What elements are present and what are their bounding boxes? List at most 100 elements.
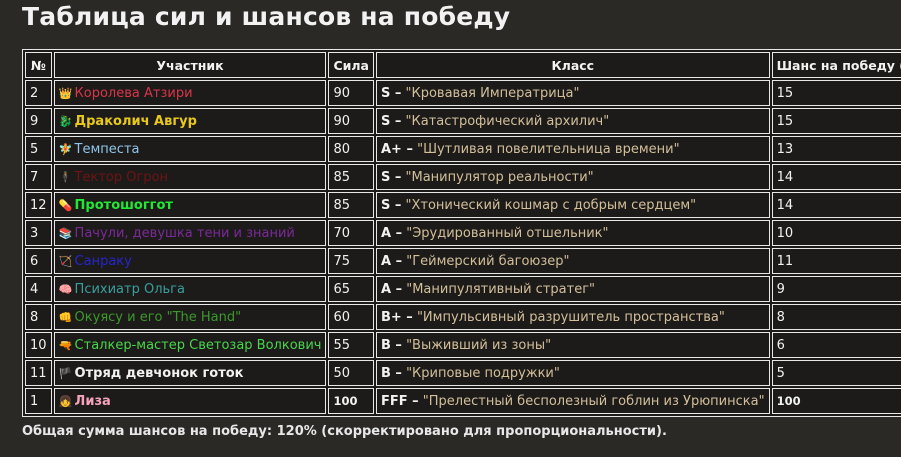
- column-header: №: [25, 52, 52, 78]
- power: 75: [328, 248, 374, 274]
- footer-note: Общая сумма шансов на победу: 120% (скор…: [22, 424, 667, 439]
- table-row: 11 🏴 Отряд девчонок готок 50 B – "Криповые п…: [25, 360, 901, 386]
- participant-name: Сталкер-мастер Светозар Волкович: [74, 337, 322, 353]
- class-description: "Прелестный бесполезный гоблин из Урюпин…: [422, 393, 765, 409]
- table-row: 6 🏹 Санраку 75 A – "Геймерский багоюзер" 11: [25, 248, 901, 274]
- power: 50: [328, 360, 374, 386]
- participant-name: Протошоггот: [74, 197, 173, 213]
- table-row: 8 👊 Окуясу и его "The Hand" 60 B+ – "Импульс…: [25, 304, 901, 330]
- participant-icon: 🧠: [58, 282, 73, 296]
- participant-cell: 👊 Окуясу и его "The Hand": [53, 304, 327, 330]
- class-description: "Импульсивный разрушитель пространства": [416, 309, 725, 325]
- class-description: "Хтонический кошмар с добрым сердцем": [405, 197, 697, 213]
- class-cell: S – "Манипулятор реальности": [375, 164, 770, 190]
- class-grade: A –: [380, 281, 403, 297]
- participant-cell: 🏹 Санраку: [53, 248, 327, 274]
- participant-name: Лиза: [74, 393, 111, 409]
- row-number: 11: [25, 360, 52, 386]
- class-grade: A+ –: [380, 141, 413, 157]
- class-grade: B –: [380, 365, 402, 381]
- class-cell: FFF – "Прелестный бесполезный гоблин из …: [375, 388, 770, 414]
- class-grade: B+ –: [380, 309, 413, 325]
- participant-name: Психиатр Ольга: [74, 281, 185, 297]
- participant-cell: 🧠 Психиатр Ольга: [53, 276, 327, 302]
- participant-icon: 👧: [58, 394, 73, 408]
- row-number: 12: [25, 192, 52, 218]
- class-grade: A –: [380, 253, 403, 269]
- column-header: Участник: [53, 52, 327, 78]
- power: 90: [328, 108, 374, 134]
- class-grade: S –: [380, 85, 402, 101]
- class-description: "Манипулятивный стратег": [406, 281, 595, 297]
- participant-cell: 🏴 Отряд девчонок готок: [53, 360, 327, 386]
- class-description: "Манипулятор реальности": [405, 169, 594, 185]
- row-number: 6: [25, 248, 52, 274]
- row-number: 7: [25, 164, 52, 190]
- win-chance: 15: [771, 80, 901, 106]
- participant-name: Темпеста: [74, 141, 140, 157]
- participant-icon: 👑: [58, 86, 73, 100]
- class-description: "Геймерский багоюзер": [406, 253, 570, 269]
- row-number: 8: [25, 304, 52, 330]
- class-grade: S –: [380, 169, 402, 185]
- power-table: № Участник Сила Класс Шанс на победу (%)…: [22, 49, 901, 417]
- participant-icon: 💊: [58, 198, 73, 212]
- table-row: 4 🧠 Психиатр Ольга 65 A – "Манипулятивный ст…: [25, 276, 901, 302]
- table-row: 10 🔫 Сталкер-мастер Светозар Волкович 55 B –…: [25, 332, 901, 358]
- class-description: "Криповые подружки": [406, 365, 560, 381]
- power: 90: [328, 80, 374, 106]
- row-number: 4: [25, 276, 52, 302]
- win-chance: 10: [771, 220, 901, 246]
- power: 55: [328, 332, 374, 358]
- win-chance: 5: [771, 360, 901, 386]
- row-number: 1: [25, 388, 52, 414]
- class-cell: A – "Эрудированный отшельник": [375, 220, 770, 246]
- participant-cell: 🐉 Драколич Авгур: [53, 108, 327, 134]
- row-number: 10: [25, 332, 52, 358]
- power: 85: [328, 164, 374, 190]
- table-head: № Участник Сила Класс Шанс на победу (%): [25, 52, 901, 78]
- win-chance: 6: [771, 332, 901, 358]
- participant-icon: 🏴: [58, 366, 73, 380]
- participant-cell: 💊 Протошоггот: [53, 192, 327, 218]
- power: 100: [328, 388, 374, 414]
- participant-icon: 🧚: [58, 142, 73, 156]
- class-cell: S – "Хтонический кошмар с добрым сердцем…: [375, 192, 770, 218]
- power: 85: [328, 192, 374, 218]
- class-grade: S –: [380, 197, 402, 213]
- participant-name: Санраку: [74, 253, 132, 269]
- win-chance: 9: [771, 276, 901, 302]
- participant-name: Тектор Огрон: [74, 169, 169, 185]
- participant-cell: 🧚 Темпеста: [53, 136, 327, 162]
- column-header: Шанс на победу (%): [771, 52, 901, 78]
- participant-cell: 🕴 Тектор Огрон: [53, 164, 327, 190]
- class-cell: B – "Выживший из зоны": [375, 332, 770, 358]
- table-row: 5 🧚 Темпеста 80 A+ – "Шутливая повелительниц…: [25, 136, 901, 162]
- power: 65: [328, 276, 374, 302]
- win-chance: 13: [771, 136, 901, 162]
- participant-cell: 👑 Королева Атзири: [53, 80, 327, 106]
- participant-name: Пачули, девушка тени и знаний: [74, 225, 295, 241]
- win-chance: 14: [771, 192, 901, 218]
- class-description: "Эрудированный отшельник": [406, 225, 609, 241]
- power: 80: [328, 136, 374, 162]
- row-number: 3: [25, 220, 52, 246]
- participant-name: Отряд девчонок готок: [74, 365, 244, 381]
- class-cell: A+ – "Шутливая повелительница времени": [375, 136, 770, 162]
- row-number: 5: [25, 136, 52, 162]
- class-cell: S – "Катастрофический архилич": [375, 108, 770, 134]
- table-row: 1 👧 Лиза 100 FFF – "Прелестный бесполезный г…: [25, 388, 901, 414]
- table-row: 3 📚 Пачули, девушка тени и знаний 70 A – "Эр…: [25, 220, 901, 246]
- class-description: "Катастрофический архилич": [405, 113, 610, 129]
- participant-icon: 🐉: [58, 114, 73, 128]
- class-description: "Кровавая Императрица": [405, 85, 580, 101]
- class-cell: B+ – "Импульсивный разрушитель пространс…: [375, 304, 770, 330]
- class-cell: A – "Манипулятивный стратег": [375, 276, 770, 302]
- row-number: 9: [25, 108, 52, 134]
- participant-icon: 👊: [58, 310, 73, 324]
- class-cell: S – "Кровавая Императрица": [375, 80, 770, 106]
- win-chance: 8: [771, 304, 901, 330]
- column-header: Класс: [375, 52, 770, 78]
- win-chance: 11: [771, 248, 901, 274]
